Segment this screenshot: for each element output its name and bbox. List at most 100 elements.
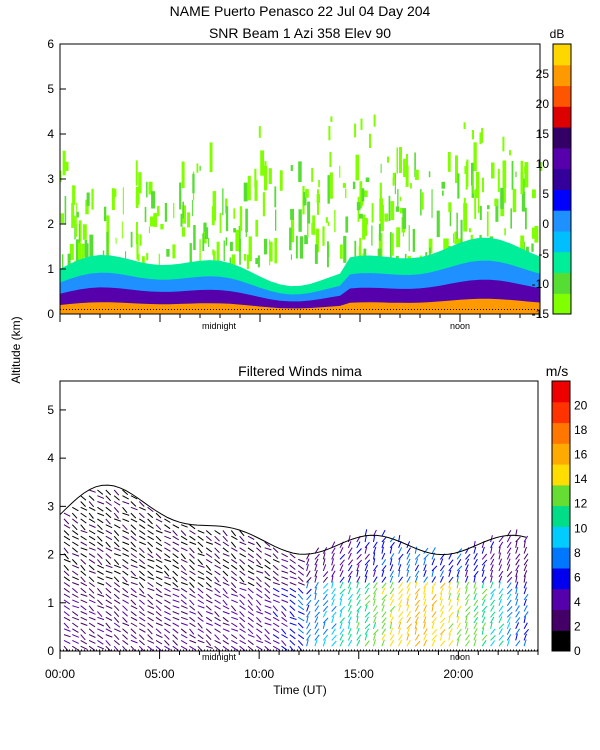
wind-barb bbox=[155, 622, 163, 627]
snr-echo bbox=[412, 228, 415, 252]
wind-barb bbox=[189, 530, 196, 535]
winds-x-tick-label: 20:00 bbox=[443, 667, 473, 681]
wind-barb bbox=[281, 593, 289, 598]
wind-barb bbox=[322, 605, 329, 612]
wind-barb bbox=[331, 611, 337, 618]
wind-barb bbox=[80, 524, 86, 531]
wind-barb bbox=[490, 569, 494, 577]
snr-echo bbox=[512, 188, 517, 213]
snr-echo bbox=[192, 173, 195, 194]
wind-barb bbox=[231, 634, 238, 640]
wind-barb bbox=[322, 588, 329, 595]
wind-barb bbox=[306, 610, 311, 618]
wind-barb bbox=[381, 617, 387, 624]
wind-barb bbox=[97, 535, 103, 542]
wind-barb bbox=[481, 559, 488, 566]
wind-barb bbox=[473, 570, 479, 578]
wind-barb bbox=[264, 616, 272, 621]
wind-barb bbox=[306, 628, 312, 635]
wind-barb bbox=[289, 553, 296, 559]
wind-barb bbox=[63, 593, 71, 598]
wind-barb bbox=[414, 627, 417, 635]
wind-barb bbox=[197, 587, 204, 594]
wind-barb bbox=[373, 587, 378, 595]
snr-echo bbox=[360, 118, 363, 130]
wind-barb bbox=[364, 623, 371, 630]
wind-barb bbox=[231, 611, 238, 615]
snr-echo bbox=[525, 207, 527, 230]
snr-echo bbox=[199, 239, 201, 263]
wind-barb bbox=[515, 598, 519, 606]
wind-barb bbox=[297, 640, 304, 646]
snr-echo bbox=[455, 155, 458, 184]
wind-barb bbox=[364, 570, 369, 577]
wind-barb bbox=[105, 524, 113, 529]
wind-barb bbox=[72, 553, 80, 557]
wind-barb bbox=[164, 599, 171, 604]
snr-echo bbox=[73, 187, 76, 194]
wind-barb bbox=[506, 541, 512, 549]
wind-barb bbox=[105, 616, 113, 621]
wind-barb bbox=[448, 559, 454, 566]
wind-barb bbox=[506, 558, 511, 566]
wind-barb bbox=[289, 634, 296, 640]
snr-echo bbox=[453, 233, 455, 243]
wind-barb bbox=[373, 552, 376, 560]
wind-barb bbox=[205, 576, 213, 582]
wind-barb bbox=[180, 622, 188, 626]
wind-barb bbox=[180, 628, 187, 634]
wind-barb bbox=[339, 564, 344, 572]
wind-barb bbox=[138, 559, 146, 565]
winds-colorbar-tick-label: 18 bbox=[574, 423, 588, 437]
wind-barb bbox=[490, 621, 493, 629]
wind-barb bbox=[189, 524, 196, 530]
y-axis-label: Altitude (km) bbox=[9, 316, 23, 383]
wind-barb bbox=[97, 605, 105, 609]
wind-barb bbox=[389, 558, 393, 566]
wind-barb bbox=[180, 530, 187, 536]
wind-barb bbox=[80, 547, 88, 551]
wind-barb bbox=[138, 645, 145, 652]
wind-barb bbox=[130, 518, 138, 523]
snr-echo bbox=[76, 211, 79, 218]
wind-barb bbox=[206, 611, 213, 615]
wind-barb bbox=[88, 535, 96, 541]
wind-barb bbox=[197, 605, 205, 609]
wind-barb bbox=[439, 565, 445, 572]
wind-barb bbox=[222, 599, 228, 606]
winds-title: Filtered Winds nima bbox=[238, 363, 362, 379]
wind-barb bbox=[63, 605, 71, 610]
wind-barb bbox=[113, 506, 120, 513]
wind-barb bbox=[105, 495, 112, 502]
wind-barb bbox=[113, 535, 120, 542]
wind-barb bbox=[256, 553, 262, 559]
wind-barb bbox=[306, 564, 309, 572]
wind-barb bbox=[130, 506, 138, 511]
snr-echo bbox=[405, 165, 409, 187]
wind-barb bbox=[490, 611, 496, 618]
wind-barb bbox=[414, 564, 420, 572]
wind-barb bbox=[456, 558, 462, 566]
wind-barb bbox=[423, 604, 427, 612]
wind-barb bbox=[523, 616, 526, 624]
wind-barb bbox=[264, 559, 271, 565]
wind-barb bbox=[364, 564, 369, 572]
wind-barb bbox=[331, 616, 335, 624]
wind-barb bbox=[456, 565, 463, 572]
wind-barb bbox=[398, 599, 403, 606]
wind-barb bbox=[515, 605, 520, 612]
snr-echo bbox=[491, 162, 495, 179]
snr-echo bbox=[402, 231, 405, 237]
winds-y-tick-label: 5 bbox=[47, 403, 54, 417]
wind-barb bbox=[122, 558, 129, 564]
wind-barb bbox=[373, 616, 377, 624]
wind-barb bbox=[222, 593, 229, 599]
wind-barb bbox=[381, 587, 386, 595]
snr-echo bbox=[202, 233, 205, 251]
wind-barb bbox=[272, 639, 280, 644]
snr-echo bbox=[62, 150, 66, 176]
wind-barb bbox=[122, 611, 128, 617]
wind-contour bbox=[59, 484, 527, 556]
wind-barb bbox=[389, 639, 395, 647]
wind-barb bbox=[63, 622, 70, 629]
